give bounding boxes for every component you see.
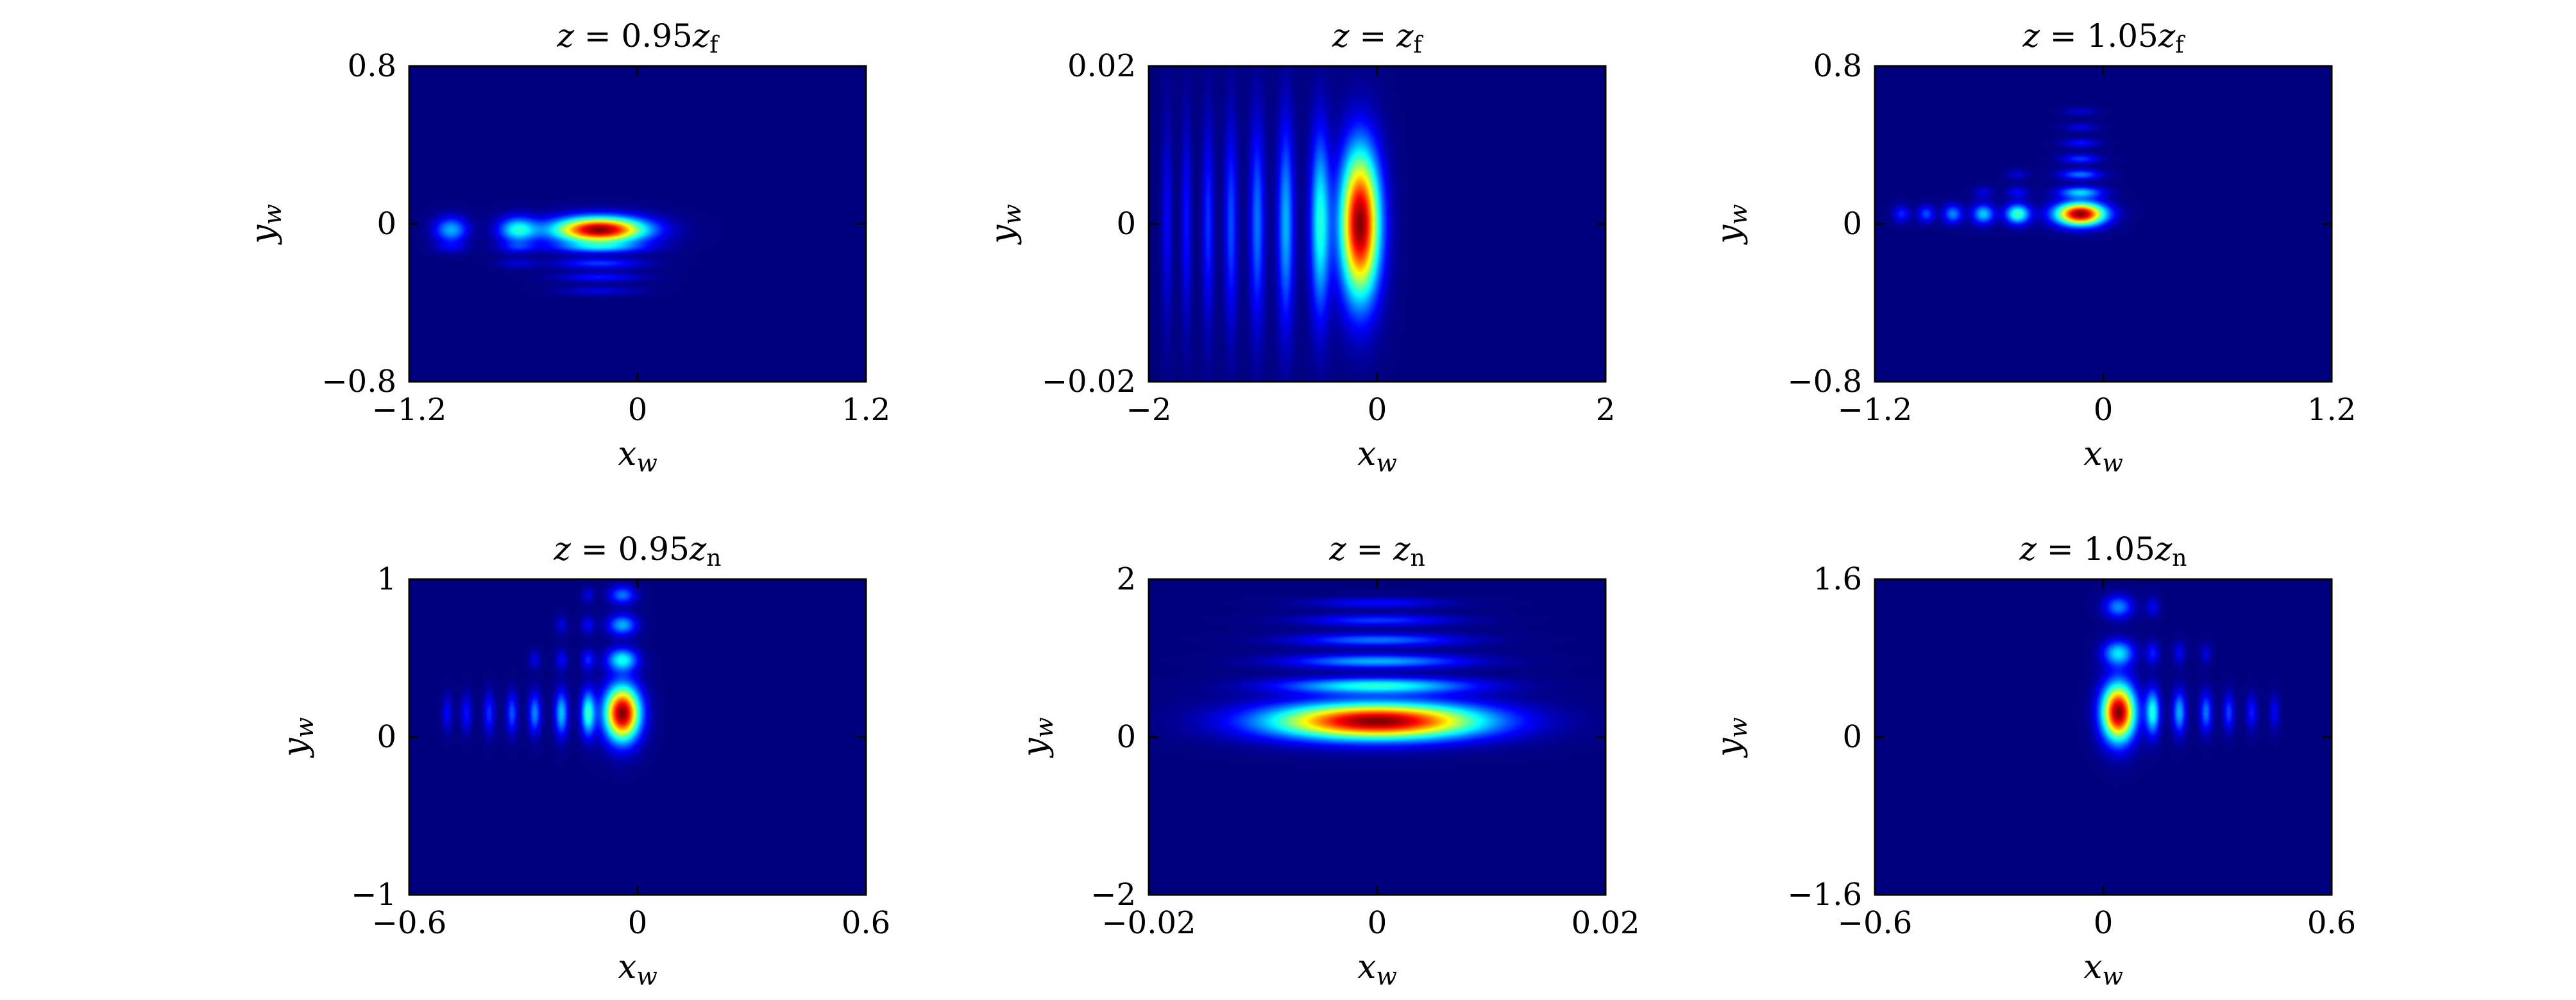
y-tick-label: −0.02 [1042, 364, 1136, 400]
heatmap-image [1875, 66, 2332, 382]
y-tick-label: 0 [1116, 206, 1136, 242]
y-tick-label: 0.02 [1067, 48, 1136, 84]
y-tick-label: 0 [1842, 206, 1862, 242]
heatmap-panel-3: −1.2 0 1.2 −0.8 0 0.8 z = 1.05zf xw yw [1710, 17, 2356, 477]
panel-title: z = zf [1332, 17, 1423, 58]
heatmap-panel-6: −0.6 0 0.6 −1.6 0 1.6 z = 1.05zn xw yw [1710, 530, 2356, 990]
y-axis-label: yw [1710, 717, 1752, 758]
y-tick-label: 1 [377, 561, 396, 597]
x-tick-label: −2 [1126, 392, 1172, 428]
x-axis-label: xw [618, 948, 657, 990]
panel-title: z = 0.95zf [556, 17, 720, 58]
x-tick-label: 0 [2094, 392, 2114, 428]
y-axis-label: yw [1710, 204, 1752, 245]
heatmap-image [1875, 579, 2332, 895]
x-tick-label: −0.6 [1838, 905, 1913, 941]
y-tick-label: 0.8 [1813, 48, 1862, 84]
y-tick-label: −1.6 [1787, 877, 1862, 913]
x-tick-label: 2 [1596, 392, 1616, 428]
y-axis-label: yw [984, 204, 1026, 245]
x-axis-label: xw [2083, 435, 2123, 477]
panels-group: −1.2 0 1.2 −0.8 0 0.8 z = 0.95zf xw yw −2 0 2 −0.02 0… [244, 17, 2356, 990]
heatmap-image [409, 579, 866, 895]
x-tick-label: 0 [1368, 905, 1387, 941]
x-tick-label: −0.02 [1101, 905, 1196, 941]
x-axis-label: xw [618, 435, 657, 477]
x-tick-label: 0 [628, 905, 648, 941]
y-tick-label: 1.6 [1813, 561, 1862, 597]
x-tick-label: 0.6 [2307, 905, 2356, 941]
heatmap-panel-1: −1.2 0 1.2 −0.8 0 0.8 z = 0.95zf xw yw [244, 17, 890, 477]
y-tick-label: −0.8 [1787, 364, 1862, 400]
panel-title: z = 1.05zn [2019, 530, 2187, 572]
x-tick-label: 0.02 [1572, 905, 1640, 941]
heatmap-image [1149, 66, 1606, 382]
x-tick-label: 1.2 [842, 392, 890, 428]
x-tick-label: −1.2 [1838, 392, 1913, 428]
y-tick-label: 0 [377, 719, 396, 755]
y-tick-label: −1 [351, 877, 396, 913]
panel-title: z = 0.95zn [554, 530, 722, 572]
heatmap-panel-4: −0.6 0 0.6 −1 0 1 z = 0.95zn xw yw [276, 530, 890, 990]
heatmap-image [1149, 579, 1606, 895]
x-axis-label: xw [1357, 948, 1397, 990]
y-tick-label: 2 [1116, 561, 1136, 597]
y-axis-label: yw [1016, 717, 1058, 758]
y-tick-label: −0.8 [321, 364, 396, 400]
x-axis-label: xw [1357, 435, 1397, 477]
panel-title: z = 1.05zf [2022, 17, 2185, 58]
panel-title: z = zn [1328, 530, 1425, 572]
x-tick-label: −0.6 [372, 905, 447, 941]
heatmap-panel-5: −0.02 0 0.02 −2 0 2 z = zn xw yw [1016, 530, 1640, 990]
y-axis-label: yw [276, 717, 319, 758]
y-tick-label: 0.8 [348, 48, 396, 84]
y-axis-label: yw [244, 204, 287, 245]
y-tick-label: 0 [377, 206, 396, 242]
x-axis-label: xw [2083, 948, 2123, 990]
x-tick-label: 0 [1368, 392, 1387, 428]
heatmap-image [409, 66, 866, 382]
heatmap-panel-2: −2 0 2 −0.02 0 0.02 z = zf xw yw [984, 17, 1615, 477]
y-tick-label: 0 [1842, 719, 1862, 755]
y-tick-label: −2 [1090, 877, 1136, 913]
x-tick-label: 0 [2094, 905, 2114, 941]
y-tick-label: 0 [1116, 719, 1136, 755]
x-tick-label: 1.2 [2307, 392, 2356, 428]
x-tick-label: −1.2 [372, 392, 447, 428]
x-tick-label: 0 [628, 392, 648, 428]
x-tick-label: 0.6 [842, 905, 890, 941]
